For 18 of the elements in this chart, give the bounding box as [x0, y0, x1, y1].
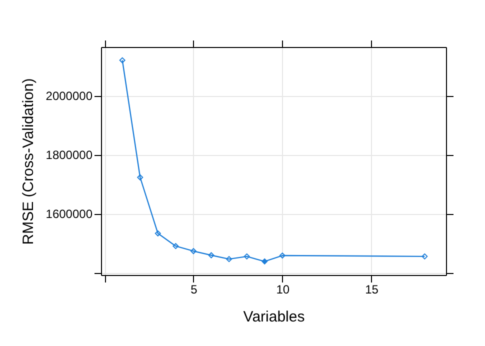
- x-tick-label: 15: [365, 282, 379, 296]
- x-axis-title: Variables: [243, 308, 305, 326]
- y-axis-title: RMSE (Cross-Validation): [20, 78, 37, 245]
- y-tick-label: 1800000: [46, 148, 93, 162]
- point: [208, 252, 214, 258]
- x-tick-label: 5: [190, 282, 198, 296]
- y-tick-label: 2000000: [46, 89, 93, 104]
- point: [279, 252, 286, 259]
- point: [137, 174, 144, 180]
- point: [154, 230, 161, 236]
- point: [244, 253, 250, 260]
- point: [190, 248, 196, 254]
- point: [119, 57, 126, 64]
- point: [422, 253, 428, 260]
- y-tick-label: 1600000: [46, 207, 93, 222]
- point: [172, 243, 179, 250]
- x-tick-label: 10: [276, 282, 290, 296]
- point: [226, 256, 232, 262]
